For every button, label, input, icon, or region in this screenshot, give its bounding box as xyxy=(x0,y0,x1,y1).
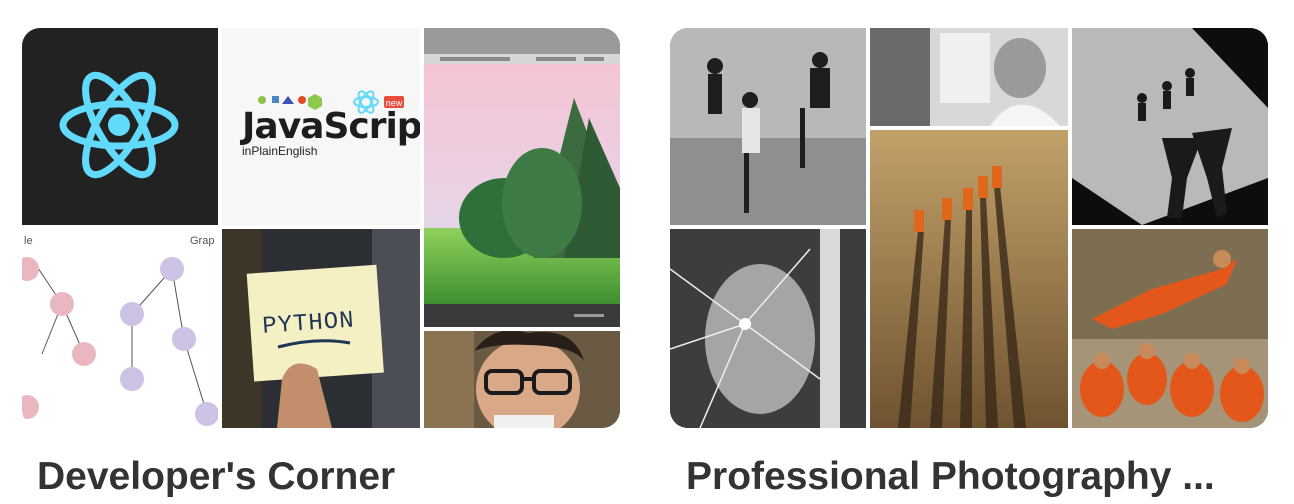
landscape-screenshot xyxy=(424,28,620,327)
react-icon xyxy=(59,71,179,179)
man-with-glasses-image xyxy=(424,331,620,428)
board-card-developers-corner[interactable]: new JavaScript inPlainEnglish xyxy=(22,28,620,428)
woman-desk-image xyxy=(870,28,1068,126)
shattered-glass-image xyxy=(670,229,866,428)
shaolin-monks-leaping-photo xyxy=(1072,229,1268,428)
shadows-on-wall-photo xyxy=(1072,28,1268,225)
board-title-developers-corner[interactable]: Developer's Corner xyxy=(37,455,396,498)
in-plain-english-text: inPlainEnglish xyxy=(242,144,317,158)
new-badge: new xyxy=(386,98,403,108)
children-dancing-image xyxy=(670,28,866,225)
shaolin-monks-image xyxy=(1072,229,1268,428)
board-title-professional-photography[interactable]: Professional Photography ... xyxy=(686,455,1215,498)
javascript-logo: new JavaScript inPlainEnglish xyxy=(239,90,420,158)
man-glasses-photo xyxy=(424,331,620,428)
graph-diagram-image: le Grap xyxy=(22,229,218,428)
react-logo-image xyxy=(22,28,218,225)
python-note-text: PYTHON xyxy=(262,307,356,340)
python-sticky-note-image: PYTHON xyxy=(222,229,420,428)
graph-label-left: le xyxy=(24,235,33,247)
javascript-wordmark: JavaScript xyxy=(239,106,420,147)
graph-label-right: Grap xyxy=(190,235,214,247)
shadows-image xyxy=(1072,28,1268,225)
javascript-in-plain-english-image: new JavaScript inPlainEnglish xyxy=(222,28,420,225)
monks-walking-desert-photo xyxy=(870,130,1068,428)
boy-through-shattered-glass-photo xyxy=(670,229,866,428)
landscape-painting-screenshot-image xyxy=(424,28,620,327)
monks-desert-image xyxy=(870,130,1068,428)
python-note-photo: PYTHON xyxy=(222,229,420,428)
children-dancing-photo xyxy=(670,28,866,225)
graph-diagram: le Grap xyxy=(22,235,218,426)
board-card-professional-photography[interactable] xyxy=(670,28,1268,428)
woman-at-desk-photo xyxy=(870,28,1068,126)
